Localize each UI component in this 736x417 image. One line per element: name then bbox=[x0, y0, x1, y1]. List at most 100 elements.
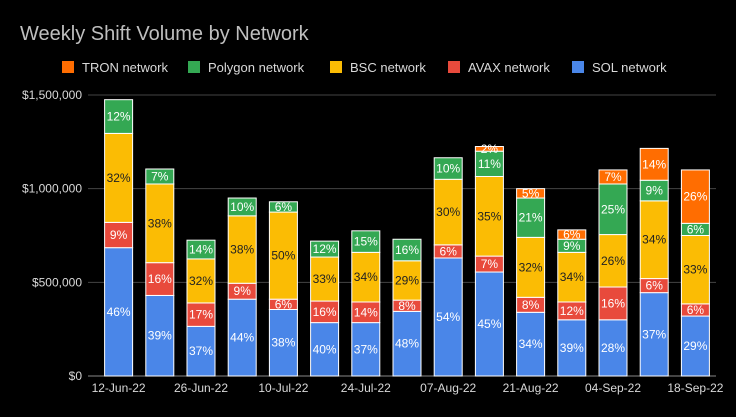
data-label-avax-network-07-aug-22: 6% bbox=[440, 244, 458, 258]
data-label-sol-network-14-aug-22: 45% bbox=[477, 317, 501, 331]
chart-title: Weekly Shift Volume by Network bbox=[20, 23, 310, 45]
legend-swatch bbox=[330, 61, 342, 73]
y-tick-label: $1,000,000 bbox=[22, 182, 82, 196]
bar-polygon-network-12-jun-22[interactable] bbox=[104, 99, 134, 134]
bar-polygon-network-04-sep-22[interactable] bbox=[598, 183, 628, 236]
bar-tron-network-14-aug-22[interactable] bbox=[474, 146, 504, 152]
bar-group-03-jul-22: 44% 9% 38% 10% bbox=[227, 197, 257, 377]
bar-bsc-network-26-jun-22[interactable] bbox=[186, 258, 216, 304]
bar-polygon-network-21-aug-22[interactable] bbox=[516, 197, 546, 238]
bar-sol-network-11-sep-22[interactable] bbox=[639, 292, 669, 377]
data-label-polygon-network-14-aug-22: 11% bbox=[478, 157, 501, 171]
legend-item-sol-network[interactable]: SOL network bbox=[572, 60, 667, 75]
bar-polygon-network-14-aug-22[interactable] bbox=[474, 150, 504, 177]
bar-bsc-network-03-jul-22[interactable] bbox=[227, 215, 257, 284]
bar-polygon-network-07-aug-22[interactable] bbox=[433, 157, 463, 180]
legend-label: TRON network bbox=[82, 60, 168, 75]
bar-bsc-network-04-sep-22[interactable] bbox=[598, 234, 628, 288]
x-tick-label: 24-Jul-22 bbox=[341, 381, 391, 395]
data-label-bsc-network-31-jul-22: 29% bbox=[395, 273, 419, 287]
legend-item-bsc-network[interactable]: BSC network bbox=[330, 60, 426, 75]
data-label-bsc-network-14-aug-22: 35% bbox=[477, 209, 501, 223]
data-label-polygon-network-03-jul-22: 10% bbox=[230, 200, 254, 214]
bar-tron-network-04-sep-22[interactable] bbox=[598, 169, 628, 185]
data-label-avax-network-18-sep-22: 6% bbox=[687, 303, 705, 317]
y-tick-label: $500,000 bbox=[32, 275, 82, 289]
bar-group-24-jul-22: 37% 14% 34% 15% bbox=[351, 230, 381, 377]
legend-item-polygon-network[interactable]: Polygon network bbox=[188, 60, 305, 75]
x-axis-ticks: 12-Jun-22 26-Jun-22 10-Jul-22 24-Jul-22 07-A… bbox=[92, 381, 724, 395]
data-label-tron-network-14-aug-22: 2% bbox=[481, 142, 499, 156]
data-label-polygon-network-26-jun-22: 14% bbox=[189, 243, 213, 257]
legend-swatch bbox=[188, 61, 200, 73]
legend-label: AVAX network bbox=[468, 60, 550, 75]
legend-item-avax-network[interactable]: AVAX network bbox=[448, 60, 550, 75]
legend-item-tron-network[interactable]: TRON network bbox=[62, 60, 168, 75]
bar-polygon-network-31-jul-22[interactable] bbox=[392, 238, 422, 262]
data-label-sol-network-10-jul-22: 38% bbox=[271, 336, 295, 350]
data-label-sol-network-11-sep-22: 37% bbox=[642, 327, 666, 341]
bar-tron-network-21-aug-22[interactable] bbox=[516, 188, 546, 199]
bar-polygon-network-19-jun-22[interactable] bbox=[145, 168, 175, 185]
data-label-avax-network-24-jul-22: 14% bbox=[354, 305, 378, 319]
bar-sol-network-26-jun-22[interactable] bbox=[186, 325, 216, 377]
data-label-tron-network-21-aug-22: 5% bbox=[522, 186, 540, 200]
bar-tron-network-28-aug-22[interactable] bbox=[557, 229, 587, 240]
bar-sol-network-12-jun-22[interactable] bbox=[104, 247, 134, 377]
bar-polygon-network-17-jul-22[interactable] bbox=[310, 240, 340, 258]
bar-bsc-network-12-jun-22[interactable] bbox=[104, 132, 134, 223]
data-label-polygon-network-10-jul-22: 6% bbox=[275, 200, 293, 214]
data-label-avax-network-28-aug-22: 12% bbox=[560, 304, 584, 318]
data-label-sol-network-24-jul-22: 37% bbox=[354, 342, 378, 356]
bar-sol-network-24-jul-22[interactable] bbox=[351, 322, 381, 377]
data-label-sol-network-17-jul-22: 40% bbox=[313, 342, 337, 356]
bar-sol-network-04-sep-22[interactable] bbox=[598, 319, 628, 377]
data-label-bsc-network-04-sep-22: 26% bbox=[601, 254, 625, 268]
bar-avax-network-04-sep-22[interactable] bbox=[598, 286, 628, 321]
bar-group-17-jul-22: 40% 16% 33% 12% bbox=[310, 240, 340, 377]
bar-group-14-aug-22: 45% 7% 35% 11%2% bbox=[474, 142, 504, 377]
data-label-sol-network-19-jun-22: 39% bbox=[148, 329, 172, 343]
bar-bsc-network-21-aug-22[interactable] bbox=[516, 236, 546, 298]
bar-sol-network-19-jun-22[interactable] bbox=[145, 294, 175, 377]
bar-sol-network-14-aug-22[interactable] bbox=[474, 271, 504, 377]
data-label-avax-network-12-jun-22: 9% bbox=[110, 228, 128, 242]
y-tick-label: $0 bbox=[69, 369, 83, 383]
data-label-bsc-network-21-aug-22: 32% bbox=[519, 260, 543, 274]
bar-group-21-aug-22: 34% 8% 32% 21% 5% bbox=[516, 186, 546, 377]
data-label-avax-network-10-jul-22: 6% bbox=[275, 297, 293, 311]
bar-sol-network-28-aug-22[interactable] bbox=[557, 319, 587, 377]
data-label-sol-network-26-jun-22: 37% bbox=[189, 344, 213, 358]
bar-group-19-jun-22: 39% 16% 38% 7% bbox=[145, 168, 175, 377]
data-label-polygon-network-28-aug-22: 9% bbox=[563, 239, 581, 253]
bar-polygon-network-26-jun-22[interactable] bbox=[186, 239, 216, 260]
data-label-avax-network-11-sep-22: 6% bbox=[646, 279, 664, 293]
bar-bsc-network-17-jul-22[interactable] bbox=[310, 256, 340, 302]
data-label-sol-network-18-sep-22: 29% bbox=[683, 339, 707, 353]
bar-tron-network-18-sep-22[interactable] bbox=[680, 169, 710, 224]
data-label-avax-network-04-sep-22: 16% bbox=[601, 296, 625, 310]
legend-label: Polygon network bbox=[208, 60, 305, 75]
bar-polygon-network-10-jul-22[interactable] bbox=[268, 201, 298, 213]
bar-polygon-network-24-jul-22[interactable] bbox=[351, 230, 381, 253]
data-label-sol-network-03-jul-22: 44% bbox=[230, 331, 254, 345]
bar-bsc-network-11-sep-22[interactable] bbox=[639, 200, 669, 280]
bar-tron-network-11-sep-22[interactable] bbox=[639, 147, 669, 181]
data-label-polygon-network-17-jul-22: 12% bbox=[313, 242, 337, 256]
bar-bsc-network-31-jul-22[interactable] bbox=[392, 260, 422, 301]
y-axis-ticks: $0 $500,000 $1,000,000 $1,500,000 bbox=[22, 88, 82, 383]
bar-sol-network-18-sep-22[interactable] bbox=[680, 315, 710, 377]
x-tick-label: 26-Jun-22 bbox=[174, 381, 228, 395]
data-label-polygon-network-24-jul-22: 15% bbox=[354, 235, 378, 249]
bar-sol-network-31-jul-22[interactable] bbox=[392, 310, 422, 377]
data-label-sol-network-12-jun-22: 46% bbox=[107, 305, 131, 319]
bar-polygon-network-03-jul-22[interactable] bbox=[227, 197, 257, 217]
legend-swatch bbox=[62, 61, 74, 73]
bar-avax-network-12-jun-22[interactable] bbox=[104, 221, 134, 249]
bar-group-07-aug-22: 54% 6% 30% 10% bbox=[433, 157, 463, 377]
bar-group-11-sep-22: 37% 6% 34% 9% 14% bbox=[639, 147, 669, 377]
bar-bsc-network-14-aug-22[interactable] bbox=[474, 175, 504, 257]
bars: 46%9%32%12%39%16%38%7%37%17%32%14%44%9%3… bbox=[104, 99, 710, 377]
bar-bsc-network-10-jul-22[interactable] bbox=[268, 211, 298, 300]
